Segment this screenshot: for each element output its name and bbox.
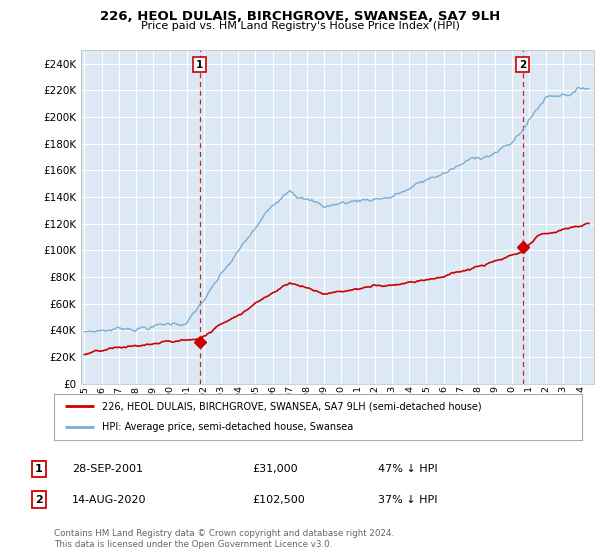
Text: 226, HEOL DULAIS, BIRCHGROVE, SWANSEA, SA7 9LH (semi-detached house): 226, HEOL DULAIS, BIRCHGROVE, SWANSEA, S… (101, 401, 481, 411)
Text: 2: 2 (519, 60, 526, 70)
Text: HPI: Average price, semi-detached house, Swansea: HPI: Average price, semi-detached house,… (101, 422, 353, 432)
Text: Contains HM Land Registry data © Crown copyright and database right 2024.
This d: Contains HM Land Registry data © Crown c… (54, 529, 394, 549)
Text: 37% ↓ HPI: 37% ↓ HPI (378, 494, 437, 505)
Text: 226, HEOL DULAIS, BIRCHGROVE, SWANSEA, SA7 9LH: 226, HEOL DULAIS, BIRCHGROVE, SWANSEA, S… (100, 10, 500, 23)
Text: £31,000: £31,000 (252, 464, 298, 474)
Text: 28-SEP-2001: 28-SEP-2001 (72, 464, 143, 474)
Text: 1: 1 (35, 464, 43, 474)
Text: 2: 2 (35, 494, 43, 505)
Text: Price paid vs. HM Land Registry's House Price Index (HPI): Price paid vs. HM Land Registry's House … (140, 21, 460, 31)
Text: 1: 1 (196, 60, 203, 70)
Text: 47% ↓ HPI: 47% ↓ HPI (378, 464, 437, 474)
Text: 14-AUG-2020: 14-AUG-2020 (72, 494, 146, 505)
Text: £102,500: £102,500 (252, 494, 305, 505)
